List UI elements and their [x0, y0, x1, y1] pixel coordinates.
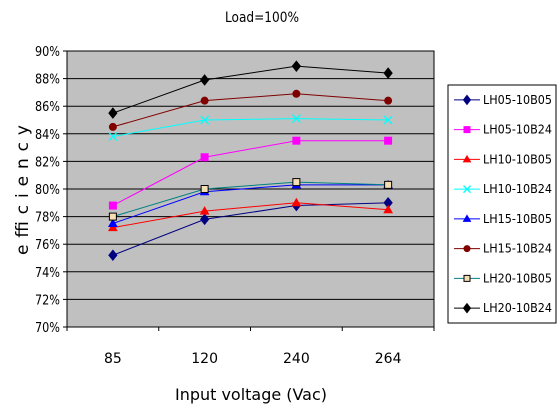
legend-marker — [463, 185, 471, 194]
legend-label: LH20-10B24 — [483, 301, 552, 315]
series-line — [112, 65, 389, 114]
y-tick-label: 72% — [35, 293, 60, 308]
legend-label: LH15-10B05 — [483, 212, 552, 226]
legend-marker — [463, 245, 471, 253]
data-point — [199, 213, 210, 226]
y-tick-label: 90% — [35, 45, 60, 60]
y-tick-label: 88% — [35, 73, 60, 88]
x-tick-label: 120 — [191, 351, 218, 367]
legend-marker — [463, 274, 471, 282]
y-tick-label: 70% — [35, 321, 60, 336]
series-line — [112, 140, 389, 207]
y-axis-label: efficiency — [13, 125, 33, 255]
data-point — [200, 96, 209, 105]
data-point — [384, 96, 393, 105]
data-point — [200, 115, 210, 125]
legend-marker — [462, 302, 472, 314]
data-point — [199, 206, 210, 215]
y-tick-label: 78% — [35, 211, 60, 226]
legend-box — [447, 84, 557, 324]
data-point — [200, 153, 209, 162]
legend-label: LH20-10B05 — [483, 271, 552, 285]
data-point — [108, 132, 118, 142]
legend-label: LH10-10B24 — [483, 182, 552, 196]
data-point — [108, 222, 118, 232]
data-point — [292, 178, 301, 187]
legend-marker — [463, 126, 471, 134]
legend-marker — [462, 214, 472, 222]
series-line — [112, 202, 389, 256]
data-point — [108, 122, 117, 131]
data-point — [292, 136, 301, 145]
legend-label: LH05-10B05 — [483, 93, 552, 107]
x-tick-label: 264 — [375, 351, 402, 367]
x-tick-label: 85 — [104, 351, 122, 367]
x-tick-label: 240 — [283, 351, 310, 367]
data-point — [108, 212, 117, 221]
y-tick-label: 76% — [35, 238, 60, 253]
legend-marker — [462, 154, 472, 163]
data-point — [108, 107, 118, 119]
data-point — [292, 89, 301, 98]
series-line — [112, 93, 389, 128]
chart-title: Load=100% — [225, 10, 299, 26]
y-tick-label: 84% — [35, 128, 60, 143]
data-point — [291, 114, 301, 124]
y-tick-label: 86% — [35, 100, 60, 115]
data-point — [291, 197, 302, 207]
legend-label: LH10-10B05 — [483, 152, 552, 166]
legend-label: LH15-10B24 — [483, 242, 552, 256]
legend-label: LH05-10B24 — [483, 123, 552, 137]
legend-marker — [462, 94, 472, 106]
data-point — [383, 204, 393, 214]
data-point — [291, 60, 302, 72]
data-point — [108, 201, 117, 210]
y-tick-label: 74% — [35, 266, 60, 281]
data-point — [384, 136, 393, 145]
series-line — [112, 202, 389, 229]
y-tick-label: 82% — [35, 155, 60, 170]
data-point — [108, 218, 118, 227]
data-point — [108, 249, 118, 262]
y-tick-label: 80% — [35, 183, 60, 198]
series-line — [112, 184, 389, 224]
data-point — [200, 185, 209, 193]
data-point — [383, 67, 393, 79]
series-line — [112, 181, 389, 218]
data-point — [384, 180, 393, 189]
data-point — [383, 115, 393, 125]
x-axis-label: Input voltage (Vac) — [175, 385, 327, 404]
series-line — [112, 118, 389, 138]
data-point — [199, 74, 210, 86]
